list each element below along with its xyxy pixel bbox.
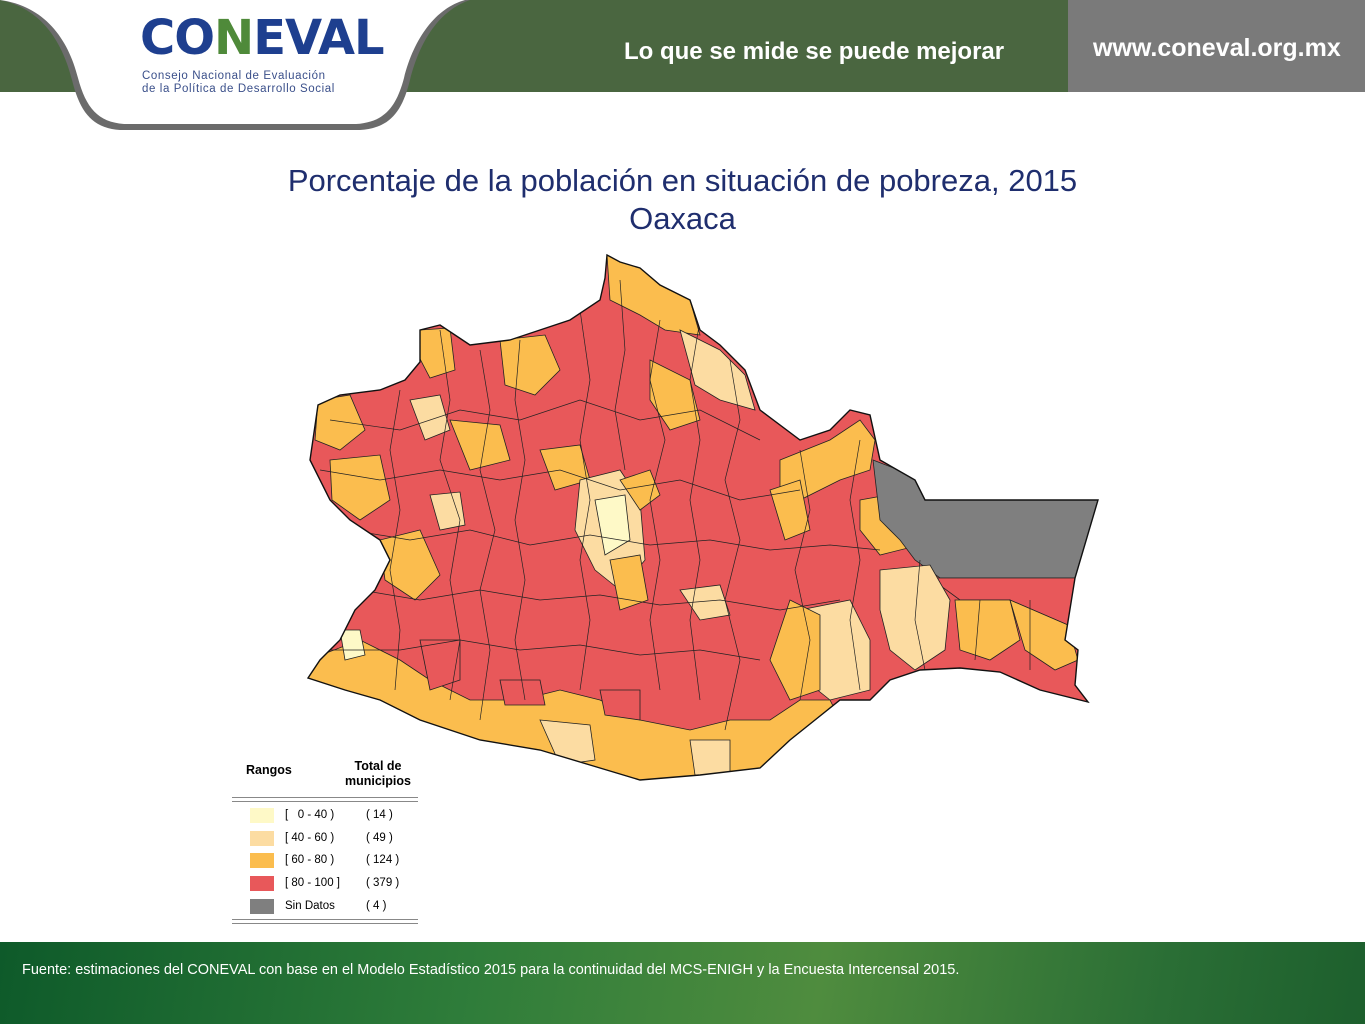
legend-item: [ 40 - 60 ) ( 49 ): [250, 829, 420, 847]
legend-swatch: [250, 876, 274, 891]
legend-range: [ 40 - 60 ): [285, 832, 335, 844]
logo-subtitle-line1: Consejo Nacional de Evaluación: [142, 70, 326, 82]
state-outline: [306, 253, 1099, 781]
map-legend: Rangos Total de municipios [ 0 - 40 ) ( …: [230, 755, 420, 925]
logo-part-1: CO: [140, 10, 215, 66]
legend-divider-bottom: [232, 919, 418, 924]
legend-swatch: [250, 808, 274, 823]
url-panel: [1068, 0, 1365, 92]
logo-part-2: N: [214, 10, 254, 66]
legend-swatch: [250, 899, 274, 914]
legend-count: ( 124 ): [366, 854, 400, 866]
website-url[interactable]: www.coneval.org.mx: [1093, 34, 1341, 62]
legend-count: ( 14 ): [366, 809, 393, 821]
legend-divider-top: [232, 797, 418, 802]
legend-count: ( 379 ): [366, 877, 400, 889]
map-subtitle: Oaxaca: [629, 201, 736, 236]
legend-item: [ 80 - 100 ] ( 379 ): [250, 874, 420, 892]
logo: CONEVAL: [140, 10, 385, 66]
footer-bar: [0, 942, 1365, 1024]
source-note: Fuente: estimaciones del CONEVAL con bas…: [22, 962, 960, 978]
legend-item: [ 60 - 80 ) ( 124 ): [250, 851, 420, 869]
logo-tab: [0, 0, 470, 130]
legend-count: ( 49 ): [366, 832, 393, 844]
legend-range: [ 80 - 100 ]: [285, 877, 340, 889]
legend-header-ranges: Rangos: [246, 763, 292, 777]
logo-part-3: EVAL: [253, 10, 384, 66]
legend-range: [ 60 - 80 ): [285, 854, 335, 866]
legend-header-total: Total de municipios: [345, 759, 411, 788]
slogan: Lo que se mide se puede mejorar: [624, 38, 1005, 65]
logo-subtitle-line2: de la Política de Desarrollo Social: [142, 83, 335, 95]
map-title: Porcentaje de la población en situación …: [287, 163, 1078, 198]
legend-swatch: [250, 853, 274, 868]
legend-range: Sin Datos: [285, 900, 335, 912]
legend-item: Sin Datos ( 4 ): [250, 897, 420, 915]
legend-item: [ 0 - 40 ) ( 14 ): [250, 806, 420, 824]
logo-subtitle: Consejo Nacional de Evaluación de la Pol…: [142, 70, 335, 96]
legend-count: ( 4 ): [366, 900, 387, 912]
legend-range: [ 0 - 40 ): [285, 809, 335, 821]
legend-swatch: [250, 831, 274, 846]
